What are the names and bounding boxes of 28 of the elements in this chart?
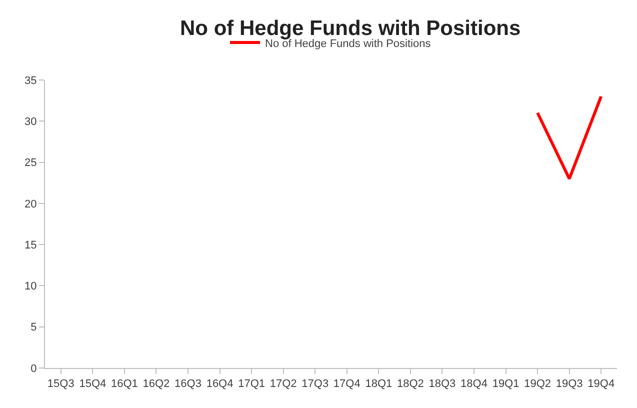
x-tick-label: 18Q1 — [365, 378, 392, 390]
x-tick-label: 17Q2 — [270, 378, 297, 390]
x-tick-label: 18Q2 — [396, 378, 424, 390]
legend-label: No of Hedge Funds with Positions — [265, 38, 432, 50]
x-tick-label: 16Q1 — [110, 378, 138, 390]
x-tick-label: 16Q2 — [142, 378, 170, 390]
y-tick-label: 5 — [30, 322, 37, 334]
x-tick-label: 15Q3 — [47, 378, 74, 390]
x-tick-label: 15Q4 — [79, 378, 106, 390]
x-tick-label: 17Q3 — [302, 378, 329, 390]
x-tick-label: 16Q4 — [206, 378, 234, 390]
x-tick-label: 19Q4 — [588, 378, 615, 390]
x-tick-label: 19Q3 — [556, 378, 583, 390]
x-tick-label: 16Q3 — [174, 378, 202, 390]
y-tick-label: 0 — [30, 362, 37, 375]
y-tick-label: 30 — [24, 116, 37, 128]
x-tick-label: 17Q1 — [238, 378, 266, 390]
y-tick-label: 25 — [24, 157, 37, 170]
x-tick-label: 19Q1 — [492, 378, 520, 390]
y-tick-label: 20 — [24, 198, 37, 210]
y-tick-label: 15 — [24, 239, 37, 252]
x-tick-label: 17Q4 — [333, 378, 360, 390]
y-tick-label: 35 — [24, 74, 37, 87]
x-tick-label: 18Q4 — [460, 378, 488, 390]
x-tick-label: 18Q3 — [428, 378, 456, 390]
y-tick-label: 10 — [24, 280, 37, 293]
chart-title: No of Hedge Funds with Positions — [180, 17, 521, 40]
x-tick-label: 19Q2 — [524, 378, 552, 390]
